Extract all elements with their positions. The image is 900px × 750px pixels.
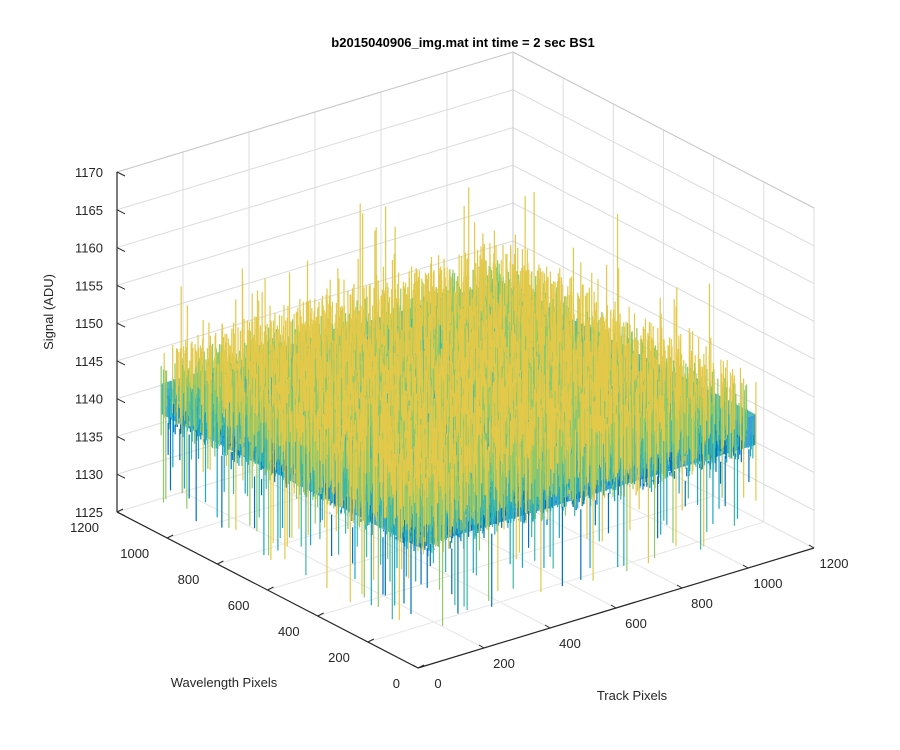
grid-line <box>116 202 514 324</box>
grid-line <box>512 164 815 322</box>
grid-line <box>512 240 815 398</box>
surface-layer <box>160 187 757 626</box>
grid-line <box>116 127 514 249</box>
grid-line <box>512 89 815 247</box>
box-edge <box>116 51 514 173</box>
grid-line <box>116 164 514 286</box>
box-edge <box>512 51 815 209</box>
grid-line <box>367 521 764 643</box>
grid-line <box>317 495 714 617</box>
grid-line <box>512 127 815 284</box>
grid-line <box>512 202 815 360</box>
grid-line <box>116 89 514 211</box>
